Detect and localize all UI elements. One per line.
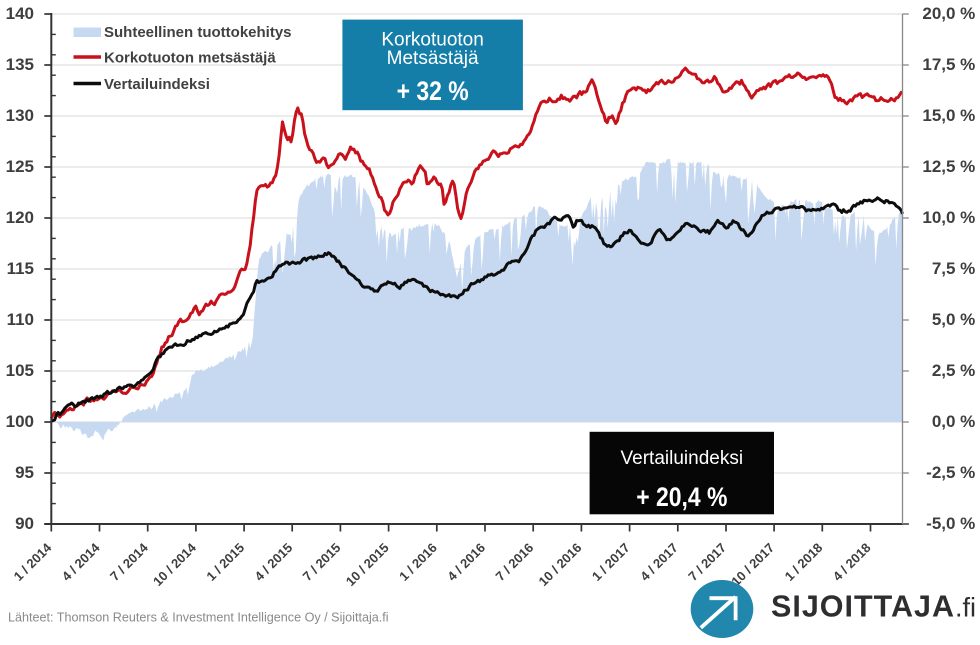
svg-text:Lähteet: Thomson Reuters & Inv: Lähteet: Thomson Reuters & Investment In… <box>8 611 389 625</box>
svg-text:5,0 %: 5,0 % <box>932 310 975 329</box>
svg-text:105: 105 <box>6 361 34 380</box>
svg-text:Vertailuindeksi: Vertailuindeksi <box>104 76 210 93</box>
svg-text:2,5 %: 2,5 % <box>932 361 975 380</box>
svg-text:95: 95 <box>15 463 34 482</box>
svg-text:15,0 %: 15,0 % <box>922 106 975 125</box>
svg-text:.fi: .fi <box>955 593 976 623</box>
svg-text:120: 120 <box>6 208 34 227</box>
svg-text:135: 135 <box>6 55 34 74</box>
svg-text:-2,5 %: -2,5 % <box>926 463 975 482</box>
svg-text:17,5 %: 17,5 % <box>922 55 975 74</box>
svg-text:-5,0 %: -5,0 % <box>926 514 975 533</box>
svg-text:Vertailuindeksi: Vertailuindeksi <box>621 448 744 469</box>
svg-text:Metsästäjä: Metsästäjä <box>387 48 479 69</box>
svg-text:10,0 %: 10,0 % <box>922 208 975 227</box>
svg-text:SIJOITTAJA: SIJOITTAJA <box>771 590 955 624</box>
svg-text:+ 32 %: + 32 % <box>397 76 469 106</box>
svg-text:125: 125 <box>6 157 34 176</box>
svg-text:Korkotuoton metsästäjä: Korkotuoton metsästäjä <box>104 50 276 67</box>
svg-text:90: 90 <box>15 514 34 533</box>
svg-text:115: 115 <box>7 259 34 278</box>
svg-text:+ 20,4 %: + 20,4 % <box>636 482 727 512</box>
svg-text:Korkotuoton: Korkotuoton <box>381 30 483 51</box>
svg-text:12,5 %: 12,5 % <box>922 157 975 176</box>
svg-text:140: 140 <box>6 4 34 23</box>
svg-text:110: 110 <box>7 310 34 329</box>
svg-text:20,0 %: 20,0 % <box>922 4 975 23</box>
svg-text:Suhteellinen tuottokehitys: Suhteellinen tuottokehitys <box>104 24 292 41</box>
svg-text:7,5 %: 7,5 % <box>932 259 975 278</box>
svg-text:100: 100 <box>6 412 34 431</box>
svg-text:0,0 %: 0,0 % <box>932 412 975 431</box>
svg-text:130: 130 <box>6 106 34 125</box>
